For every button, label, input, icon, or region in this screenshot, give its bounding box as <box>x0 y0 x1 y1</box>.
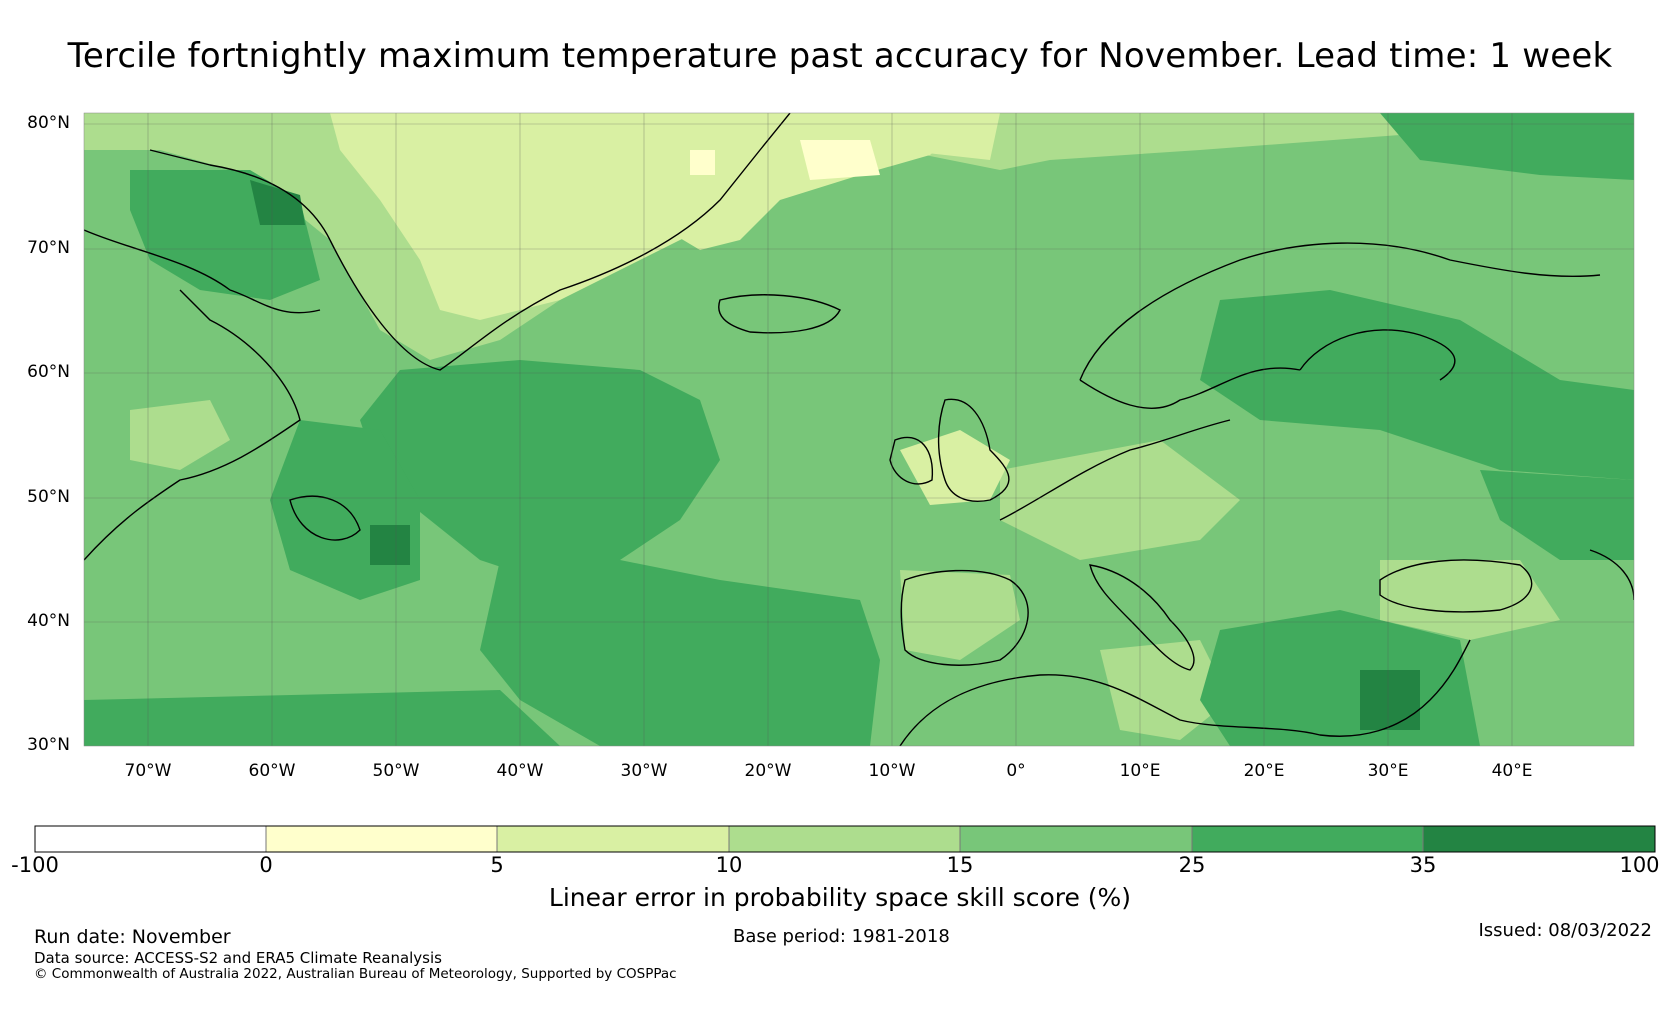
finland-coast <box>1299 329 1456 381</box>
colorbar-tick-label: 10 <box>715 853 743 877</box>
colorbar <box>34 825 1656 853</box>
lat-label: 70°N <box>27 238 70 258</box>
colorbar-tick-label: 25 <box>1178 853 1206 877</box>
greenland-west-coast <box>149 149 331 241</box>
lon-label: 60°W <box>248 761 296 781</box>
graticule <box>84 113 1634 746</box>
labrador-very-high <box>370 525 410 565</box>
western-coast-low <box>130 400 230 470</box>
lat-label: 30°N <box>27 735 70 755</box>
lon-label: 10°W <box>868 761 916 781</box>
britain-coast <box>937 398 1010 502</box>
east-coast <box>1589 549 1634 601</box>
lon-label: 40°E <box>1491 761 1533 781</box>
lat-label: 50°N <box>27 487 70 507</box>
barents-sea-high <box>1380 113 1634 180</box>
north-africa-coast <box>899 639 1471 746</box>
lon-label: 20°W <box>744 761 792 781</box>
colorbar-segment <box>1423 826 1655 852</box>
iceland-coast <box>718 294 841 334</box>
run-date: Run date: November <box>34 926 231 948</box>
issued-date: Issued: 08/03/2022 <box>1478 920 1652 941</box>
newfoundland-coast <box>289 495 361 541</box>
lat-label: 40°N <box>27 611 70 631</box>
map-frame <box>83 112 1635 747</box>
colorbar-tick-label: 35 <box>1409 853 1437 877</box>
continental-coast <box>999 419 1231 521</box>
skill-field <box>84 113 1634 746</box>
north-atlantic-high <box>360 360 720 580</box>
iberia-low <box>900 570 1020 660</box>
lon-label: 10°E <box>1119 761 1161 781</box>
colorbar-segment <box>960 826 1192 852</box>
coastlines <box>84 113 1634 746</box>
iberia-coast <box>900 569 1029 666</box>
colorbar-segment <box>266 826 497 852</box>
fram-strait-very-low <box>800 140 880 180</box>
colorbar-segment <box>729 826 960 852</box>
colorbar-segment <box>1192 826 1423 852</box>
colorbar-tick-label: -100 <box>11 853 59 877</box>
central-atlantic-high <box>480 560 880 746</box>
north-africa-low <box>1100 640 1230 740</box>
southwest-atlantic-band <box>84 690 560 746</box>
baffin-island-coast <box>84 229 321 314</box>
colorbar-segment <box>497 826 729 852</box>
colorbar-label: Linear error in probability space skill … <box>548 883 1132 912</box>
labrador-coast <box>84 289 301 561</box>
russia-high <box>1480 470 1634 560</box>
eastern-med-very-high <box>1360 670 1420 730</box>
lon-label: 40°W <box>496 761 544 781</box>
black-sea-low <box>1380 560 1560 640</box>
lon-label: 0° <box>1006 761 1026 781</box>
lat-label: 60°N <box>27 362 70 382</box>
greenland-coast <box>329 113 791 371</box>
chart-title: Tercile fortnightly maximum temperature … <box>67 36 1613 76</box>
lon-label: 70°W <box>124 761 172 781</box>
central-europe-band <box>1000 440 1240 560</box>
scandinavia-high <box>1200 290 1634 480</box>
scandinavia-coast <box>1079 242 1601 409</box>
lon-label: 30°E <box>1367 761 1409 781</box>
lon-label: 30°W <box>620 761 668 781</box>
colorbar-segment <box>35 826 266 852</box>
italy-coast <box>1089 564 1195 671</box>
lon-label: 50°W <box>372 761 420 781</box>
colorbar-tick-label: 100 <box>1619 853 1660 877</box>
colorbar-tick-label: 5 <box>490 853 504 877</box>
data-source: Data source: ACCESS-S2 and ERA5 Climate … <box>34 949 442 967</box>
base-period: Base period: 1981-2018 <box>733 926 950 947</box>
lon-label: 20°E <box>1243 761 1285 781</box>
fram-strait-very-low-2 <box>690 150 715 175</box>
lat-label: 80°N <box>27 113 70 133</box>
baffin-bay-very-high <box>250 180 305 225</box>
copyright: © Commonwealth of Australia 2022, Austra… <box>34 966 677 982</box>
colorbar-tick-label: 0 <box>259 853 273 877</box>
colorbar-tick-label: 15 <box>946 853 974 877</box>
black-sea-coast <box>1379 559 1533 613</box>
ireland-coast <box>889 436 934 485</box>
colorbar-frame <box>34 825 1656 853</box>
